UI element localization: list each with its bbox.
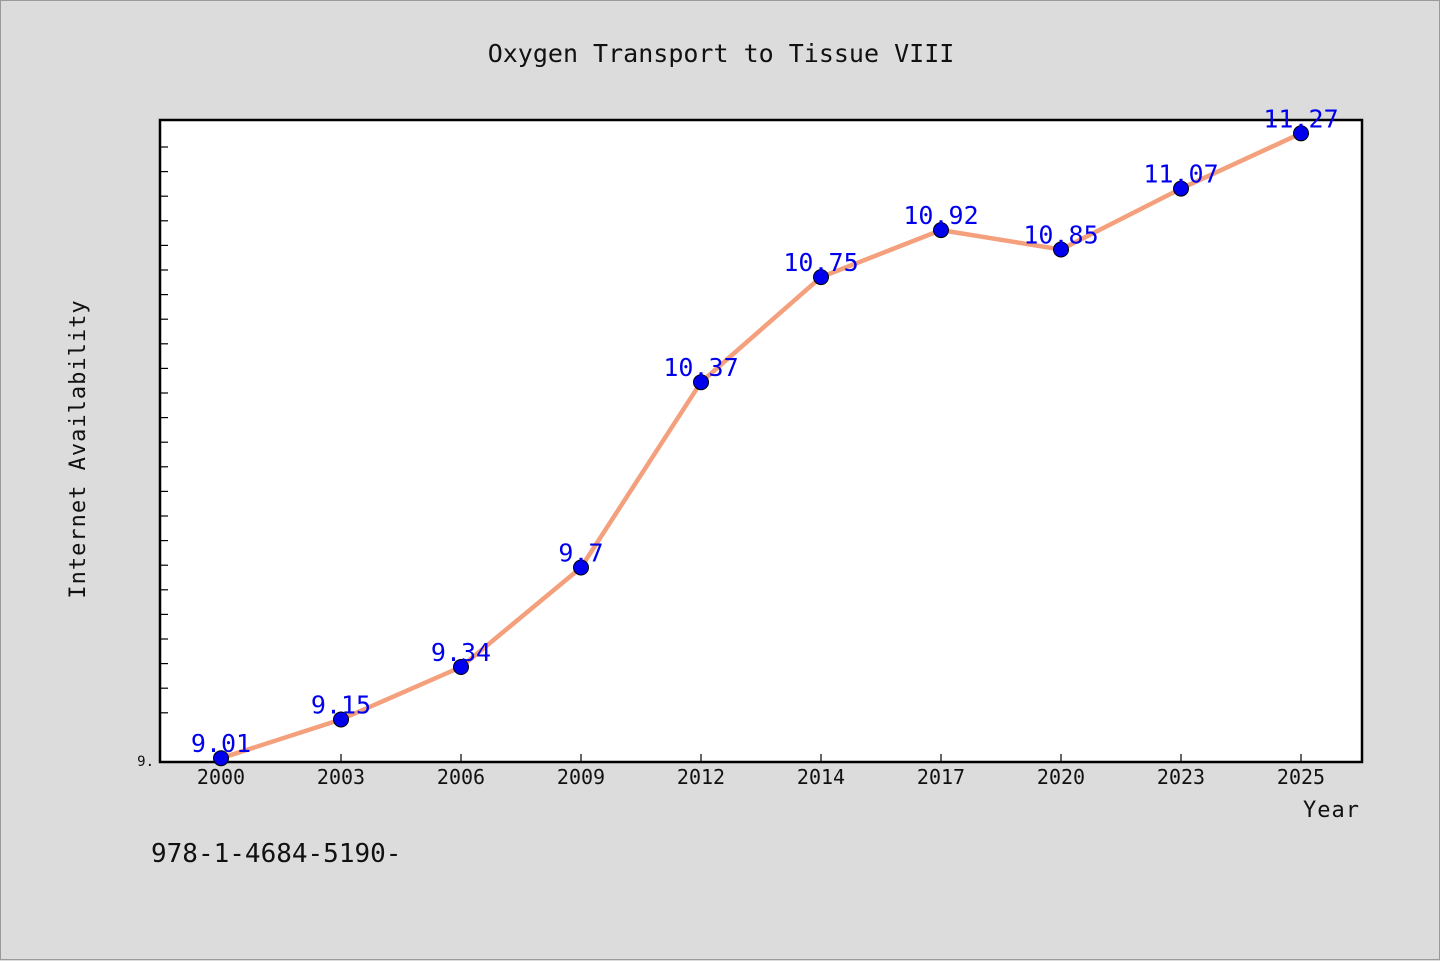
data-point-label: 10.75 (783, 248, 858, 277)
y-axis-ticks (160, 146, 168, 714)
data-point-label: 11.27 (1263, 104, 1338, 133)
data-point-label: 10.85 (1023, 221, 1098, 250)
x-tick-label: 2003 (317, 765, 365, 789)
data-point-label: 9.01 (191, 729, 251, 758)
data-point-label: 10.37 (663, 353, 738, 382)
series-markers (213, 125, 1309, 767)
data-point-marker (1293, 125, 1309, 142)
x-tick-label: 2000 (197, 765, 245, 789)
footer-isbn-text: 978-1-4684-5190- (151, 839, 401, 869)
data-point-marker (213, 750, 229, 767)
plot-area (158, 118, 1364, 764)
data-point-label: 10.92 (903, 201, 978, 230)
data-point-marker (933, 222, 949, 239)
data-point-label: 9.15 (311, 691, 371, 720)
x-tick-label: 2023 (1157, 765, 1205, 789)
x-tick-label: 2020 (1037, 765, 1085, 789)
data-point-marker (813, 269, 829, 286)
chart-title: Oxygen Transport to Tissue VIII (488, 39, 955, 68)
x-tick-label: 2006 (437, 765, 485, 789)
data-point-marker (333, 711, 349, 728)
series-line (218, 131, 1304, 761)
x-tick-label: 2025 (1277, 765, 1325, 789)
x-axis-tick-labels: 2000 2003 2006 2009 2012 2014 2017 2020 2023 2025 (197, 765, 1325, 789)
x-axis-label: Year (1303, 798, 1360, 823)
data-point-marker (1053, 241, 1069, 258)
x-tick-label: 2014 (797, 765, 845, 789)
data-point-marker (573, 559, 589, 576)
data-point-marker (693, 374, 709, 391)
data-point-label: 9.7 (558, 539, 603, 568)
data-labels: 9.01 9.15 9.34 9.7 10.37 10.75 10.92 10.85 11.07… (191, 104, 1339, 758)
y-axis-label: Internet Availability (66, 299, 91, 598)
x-tick-label: 2017 (917, 765, 965, 789)
data-point-marker (453, 659, 469, 675)
x-tick-label: 2009 (557, 765, 605, 789)
data-point-label: 11.07 (1143, 160, 1218, 189)
y-tick-label: 9. (137, 754, 154, 770)
data-point-marker (1173, 180, 1189, 197)
x-tick-label: 2012 (677, 765, 725, 789)
data-point-label: 9.34 (431, 638, 491, 667)
